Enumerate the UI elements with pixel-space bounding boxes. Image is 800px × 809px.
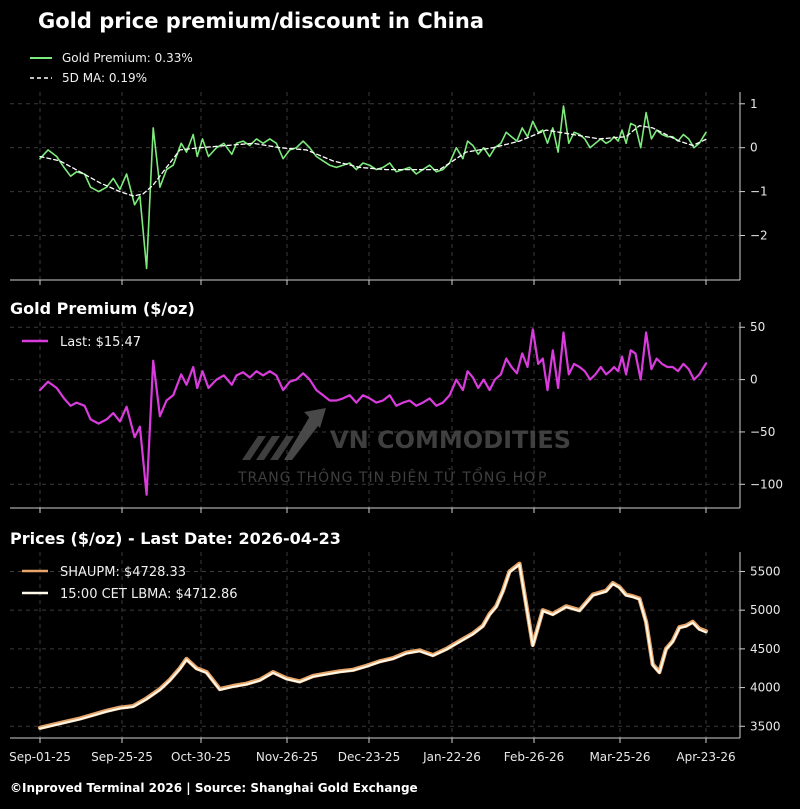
y-tick-label: 0 [750,373,758,387]
panel3-x-ticks [39,738,707,743]
series-line-5d-ma [39,125,707,197]
y-tick-label: 5500 [750,564,781,578]
y-tick-label: 4000 [750,681,781,695]
legend-lbma-label: 15:00 CET LBMA: $4712.86 [60,587,238,602]
panel3-y-ticks: 5500 5000 4500 4000 3500 [740,564,781,733]
x-tick-label: Dec-23-25 [338,750,400,764]
panel2-y-ticks: 50 0 −50 −100 [740,320,783,491]
y-tick-label: 4500 [750,642,781,656]
panel2-gridlines [10,322,740,508]
panel2-x-ticks [39,508,707,513]
legend-ma-label: 5D MA: 0.19% [62,71,147,85]
main-title: Gold price premium/discount in China [38,9,484,33]
series-line-15-00-cet-lbma [39,563,707,730]
watermark-tagline: TRANG THÔNG TIN ĐIỆN TỬ TỔNG HỢP [237,467,547,486]
y-tick-label: −2 [750,228,768,242]
watermark-name: VN COMMODITIES [330,426,571,454]
footer-source: ©Inproved Terminal 2026 | Source: Shangh… [10,781,418,795]
x-tick-label: Apr-23-26 [676,750,735,764]
legend-shaupm-label: SHAUPM: $4728.33 [60,565,186,580]
y-tick-label: 0 [750,141,758,155]
x-axis-date-labels: Sep-01-25 Sep-25-25 Oct-30-25 Nov-26-25 Dec-… [9,750,736,764]
panel1-y-ticks: 1 0 −1 −2 [740,97,768,242]
panel3-series [37,561,709,730]
panel3-gridlines [10,552,740,738]
prices-title: Prices ($/oz) - Last Date: 2026-04-23 [10,529,341,548]
y-tick-label: 1 [750,97,758,111]
x-tick-label: Mar-25-26 [589,750,650,764]
x-tick-label: Nov-26-25 [256,750,318,764]
y-tick-label: 3500 [750,719,781,733]
series-line-gold-premium-oz [38,328,708,496]
y-tick-label: 50 [750,320,765,334]
x-tick-label: Sep-25-25 [91,750,153,764]
panel1-x-ticks [39,280,707,285]
y-tick-label: −100 [750,477,783,491]
x-tick-label: Feb-26-26 [504,750,564,764]
premium-usd-title: Gold Premium ($/oz) [10,299,195,318]
legend-premium-label: Gold Premium: 0.33% [62,51,193,65]
watermark-logo-icon [242,408,326,460]
legend-last-label: Last: $15.47 [60,335,141,350]
x-tick-label: Sep-01-25 [9,750,71,764]
panel1-series [39,105,707,270]
panel2-series [38,328,708,496]
watermark: VN COMMODITIES TRANG THÔNG TIN ĐIỆN TỬ T… [237,408,571,486]
y-tick-label: −50 [750,425,775,439]
x-tick-label: Jan-22-26 [422,750,481,764]
x-tick-label: Oct-30-25 [171,750,231,764]
y-tick-label: −1 [750,185,768,199]
y-tick-label: 5000 [750,603,781,617]
